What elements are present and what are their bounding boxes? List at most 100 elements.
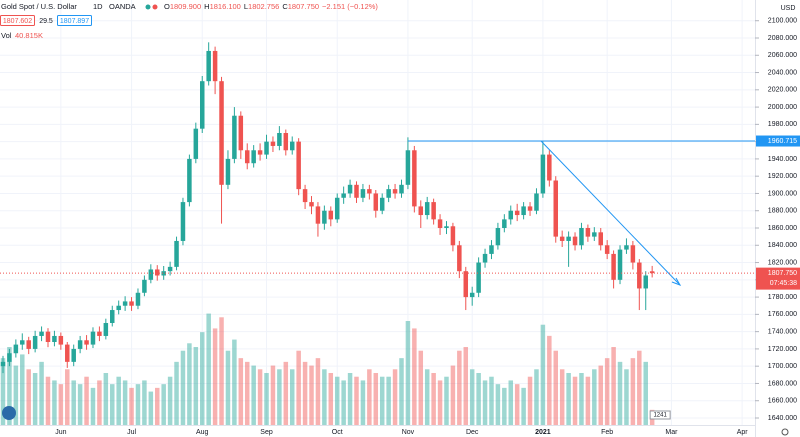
x-tick-label: 2021: [535, 429, 551, 436]
hline-label: 1960.715: [768, 138, 797, 145]
volume-bar: [232, 339, 237, 425]
volume-bar: [77, 384, 83, 425]
candle-body: [180, 202, 186, 241]
y-tick-label: 1980.000: [768, 121, 797, 128]
volume-bar: [354, 376, 359, 425]
candle-body: [534, 193, 539, 211]
candle-body: [360, 189, 366, 198]
candle-body: [167, 266, 173, 272]
candle-body: [392, 189, 398, 194]
ohlc-part: C: [282, 2, 288, 11]
sell-box[interactable]: [0, 15, 35, 26]
badge: 1241: [653, 413, 667, 419]
y-tick-label: 1720.000: [768, 346, 797, 353]
candle-body: [624, 245, 629, 250]
candle-body: [450, 226, 456, 246]
candle-body: [495, 228, 501, 246]
plot-area: [0, 0, 755, 425]
candle-body: [174, 240, 179, 267]
volume-bar: [630, 358, 636, 425]
candle-body: [84, 340, 89, 345]
candle-body: [649, 271, 655, 274]
trend-line[interactable]: [540, 140, 681, 286]
volume-bar: [52, 380, 57, 425]
currency[interactable]: USD: [781, 5, 796, 12]
candle-body: [598, 232, 603, 246]
volume-bar: [431, 373, 436, 425]
volume-bar: [283, 361, 289, 425]
x-tick-label: Mar: [665, 429, 678, 436]
candle-body: [630, 245, 636, 263]
candle-body: [71, 348, 76, 362]
candle-body: [476, 262, 481, 293]
volume-bar: [65, 369, 70, 425]
candle-body: [585, 228, 591, 237]
buy-box[interactable]: [57, 15, 92, 26]
candle-body: [225, 158, 231, 185]
volume-bar: [585, 376, 591, 425]
candle-body: [566, 236, 571, 241]
volume-bar: [373, 373, 379, 425]
candle-body: [540, 154, 546, 194]
volume-bar: [116, 376, 121, 425]
logo[interactable]: [2, 406, 16, 420]
candle-body: [559, 236, 565, 241]
change: −2.151 (−0.12%): [322, 2, 378, 11]
candle-body: [187, 158, 192, 203]
ohlc-part: 1802.756: [248, 2, 279, 11]
volume-bar: [71, 380, 76, 425]
volume-bar: [412, 328, 417, 425]
candle-body: [328, 210, 334, 220]
volume-bar: [187, 343, 192, 425]
volume-bar: [110, 384, 115, 425]
candle-body: [7, 353, 12, 362]
candle-body: [97, 331, 102, 336]
last-price-box: [756, 267, 800, 290]
candle-body: [129, 301, 134, 306]
y-tick-label: 1940.000: [768, 156, 797, 163]
candle-body: [289, 141, 295, 151]
x-tick-label: Oct: [332, 429, 343, 436]
volume-bar: [58, 384, 64, 425]
candle-body: [508, 210, 514, 220]
ohlc-part: O: [164, 2, 170, 11]
volume-bar: [463, 347, 469, 425]
volume-bar: [334, 376, 340, 425]
volume-bar: [238, 358, 244, 425]
candle-body: [148, 269, 154, 280]
volume-bar: [309, 365, 314, 425]
candle-body: [431, 202, 436, 220]
candle-body: [135, 292, 141, 306]
candle-body: [643, 275, 648, 289]
volume-bar: [289, 369, 295, 425]
settings-icon[interactable]: [781, 428, 789, 436]
candle-body: [45, 331, 51, 342]
volume-bar: [161, 384, 166, 425]
candle-body: [206, 50, 211, 82]
y-tick-label: 1840.000: [768, 242, 797, 249]
volume-bar: [219, 317, 224, 425]
sell-price[interactable]: 1807.602: [3, 18, 32, 25]
volume-bar: [508, 380, 514, 425]
volume-bar: [212, 328, 218, 425]
candle-body: [547, 154, 552, 181]
candle-body: [58, 335, 64, 345]
buy-price[interactable]: 1807.897: [60, 18, 89, 25]
symbol[interactable]: Gold Spot / U.S. Dollar: [1, 2, 77, 11]
volume-bar: [495, 384, 501, 425]
y-tick-label: 2020.000: [768, 87, 797, 94]
interval[interactable]: 1D: [93, 2, 103, 11]
volume-bar: [386, 376, 391, 425]
volume-bar: [142, 380, 147, 425]
y-tick-label: 1920.000: [768, 173, 797, 180]
y-tick-label: 2080.000: [768, 35, 797, 42]
candle-body: [116, 305, 121, 311]
ohlc-legend: O1809.900 H1816.100 L1802.756 C1807.750 −2.1…: [164, 2, 378, 11]
countdown: 07:45:38: [770, 280, 797, 287]
volume-bar: [251, 365, 256, 425]
candle-body: [579, 228, 584, 246]
volume-bar: [347, 373, 353, 425]
volume-bar: [257, 369, 263, 425]
candle-body: [424, 202, 430, 216]
